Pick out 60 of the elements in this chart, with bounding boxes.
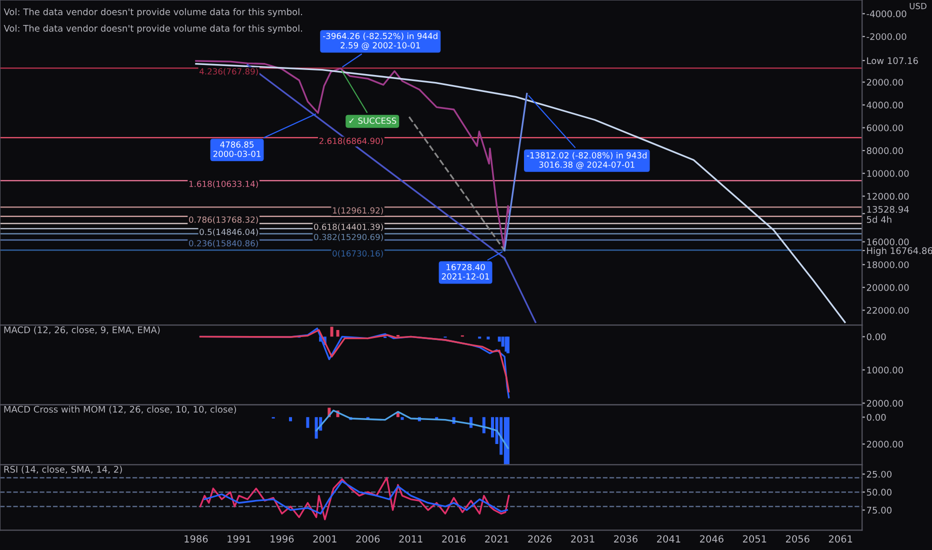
y-tick-label: 8000.00 — [866, 147, 903, 154]
chart-title: MACD (12, 26, close, 9, EMA, EMA) — [4, 326, 160, 334]
x-tick-label: 2061 — [828, 535, 852, 543]
y-tick-label: 20000.00 — [866, 284, 909, 291]
ref-line-label: 4.236(767.89) — [200, 68, 258, 76]
x-tick-label: 2031 — [571, 535, 594, 543]
annotation: -13812.02 (-82.08%) in 943d 3016.38 @ 2024-07-01 — [526, 152, 647, 170]
x-tick-label: 2041 — [657, 535, 680, 543]
x-tick-label: 2016 — [442, 535, 466, 543]
x-tick-label: 2036 — [614, 535, 638, 543]
chart-title: RSI (14, close, SMA, 14, 2) — [4, 466, 122, 474]
y-tick-label: High 16764.86 — [867, 247, 932, 256]
y-tick-label: 25.00 — [866, 470, 892, 478]
y-tick-label: 12000.00 — [867, 192, 909, 200]
x-tick-label: 2011 — [399, 535, 422, 543]
x-tick-label: 2046 — [700, 535, 724, 543]
x-tick-label: 2021 — [485, 535, 508, 543]
y-tick-label: 18000.00 — [867, 261, 909, 268]
y-tick-label: 16000.00 — [867, 238, 909, 246]
annotation: Vol: The data vendor doesn't provide volume data for this symbol. — [4, 24, 302, 34]
y-tick-label: -2000.00 — [866, 33, 906, 40]
y-tick-label: 2000.00 — [866, 78, 903, 86]
ref-line-label: 1(12961.92) — [332, 207, 383, 215]
chart-title: MACD Cross with MOM (12, 26, close, 10, 10, close) — [4, 406, 236, 414]
y-tick-label: 10000.00 — [867, 170, 909, 177]
annotation: ✓ SUCCESS — [349, 117, 396, 124]
ref-line-label: 2.618(6864.90) — [319, 138, 383, 146]
y-tick-label: 75.00 — [867, 506, 892, 514]
y-tick-label: 1000.00 — [867, 366, 903, 374]
x-tick-label: 2001 — [313, 535, 336, 543]
y-tick-label: 50.00 — [866, 488, 892, 496]
y-tick-label: 13528.94 5d 4h — [866, 206, 909, 223]
ref-line-label: 0.382(15290.69) — [314, 234, 383, 242]
ref-line-label: 0.5(14846.04) — [200, 228, 258, 236]
ref-line-label: 1.618(10633.14) — [189, 180, 258, 188]
x-tick-label: 1986 — [184, 535, 208, 543]
text: USD — [910, 2, 926, 10]
annotation: 16728.40 2021-12-01 — [442, 264, 489, 280]
annotation: -3964.26 (-82.52%) in 944d 2.59 @ 2002-10-01 — [323, 32, 438, 50]
annotation: Vol: The data vendor doesn't provide volume data for this symbol. — [4, 8, 302, 17]
y-tick-label: 0.00 — [866, 333, 886, 340]
y-tick-label: 2000.00 — [866, 400, 903, 407]
ref-line-label: 0.786(13768.32) — [189, 216, 258, 224]
x-tick-label: 2051 — [743, 535, 766, 543]
ref-line-label: 0.618(14401.39) — [314, 224, 383, 231]
ref-line-label: 0.236(15840.86) — [189, 240, 258, 248]
x-tick-label: 1991 — [228, 535, 250, 543]
x-tick-label: 2056 — [786, 535, 810, 543]
x-tick-label: 2006 — [356, 535, 380, 543]
ref-line-label: 0(16730.16) — [332, 250, 383, 258]
annotation: 4786.85 2000-03-01 — [213, 141, 260, 158]
y-tick-label: 22000.00 — [866, 306, 909, 314]
y-tick-label: Low 107.16 — [867, 57, 918, 64]
y-tick-label: 4000.00 — [866, 102, 903, 108]
x-tick-label: 1996 — [270, 535, 294, 543]
x-tick-label: 2026 — [528, 535, 552, 543]
y-tick-label: 0.00 — [866, 414, 886, 421]
y-tick-label: -4000.00 — [866, 10, 906, 18]
y-tick-label: 2000.00 — [866, 440, 903, 448]
y-tick-label: 6000.00 — [866, 124, 903, 132]
